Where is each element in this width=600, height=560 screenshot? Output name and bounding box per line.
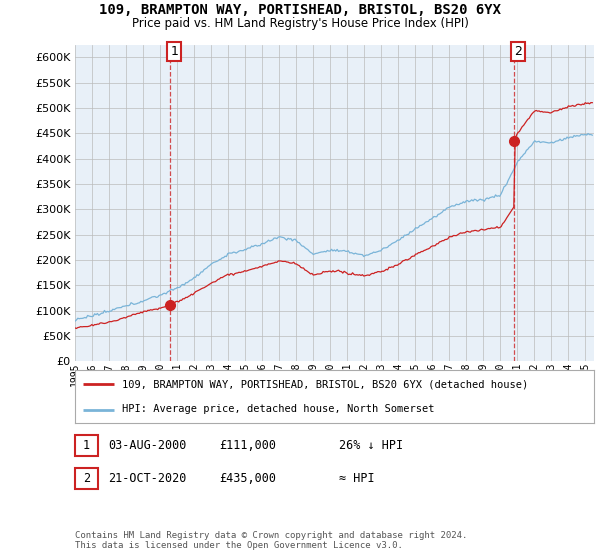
Text: Price paid vs. HM Land Registry's House Price Index (HPI): Price paid vs. HM Land Registry's House … (131, 17, 469, 30)
Text: ≈ HPI: ≈ HPI (339, 472, 374, 486)
Text: 03-AUG-2000: 03-AUG-2000 (108, 438, 187, 452)
Text: HPI: Average price, detached house, North Somerset: HPI: Average price, detached house, Nort… (122, 404, 434, 414)
Text: £435,000: £435,000 (219, 472, 276, 486)
Text: 1: 1 (83, 438, 90, 452)
Text: 2: 2 (514, 45, 522, 58)
Text: 26% ↓ HPI: 26% ↓ HPI (339, 438, 403, 452)
Text: 109, BRAMPTON WAY, PORTISHEAD, BRISTOL, BS20 6YX: 109, BRAMPTON WAY, PORTISHEAD, BRISTOL, … (99, 3, 501, 17)
Text: 21-OCT-2020: 21-OCT-2020 (108, 472, 187, 486)
Text: 1: 1 (170, 45, 178, 58)
Text: Contains HM Land Registry data © Crown copyright and database right 2024.
This d: Contains HM Land Registry data © Crown c… (75, 530, 467, 550)
Text: 2: 2 (83, 472, 90, 486)
Text: 109, BRAMPTON WAY, PORTISHEAD, BRISTOL, BS20 6YX (detached house): 109, BRAMPTON WAY, PORTISHEAD, BRISTOL, … (122, 380, 528, 390)
Text: £111,000: £111,000 (219, 438, 276, 452)
